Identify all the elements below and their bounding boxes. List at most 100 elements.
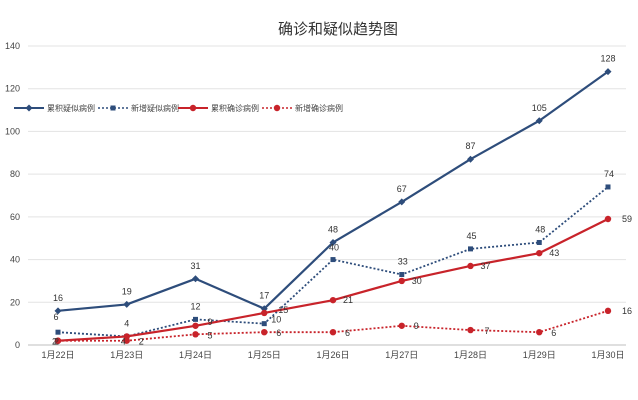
data-label: 6	[551, 328, 556, 338]
y-tick-label: 120	[5, 84, 20, 94]
data-point-marker	[55, 329, 61, 335]
series-2	[55, 184, 611, 339]
y-tick-label: 140	[5, 41, 20, 51]
data-label: 48	[535, 224, 545, 234]
data-label: 5	[208, 330, 213, 340]
data-point-marker	[329, 238, 337, 246]
data-label: 2	[52, 337, 57, 347]
data-label: 2	[139, 337, 144, 347]
data-point-marker	[192, 331, 199, 338]
data-point-marker	[536, 239, 542, 245]
data-point-marker	[192, 275, 199, 283]
data-label: 87	[465, 141, 475, 151]
x-tick-label: 1月25日	[248, 350, 281, 360]
y-tick-label: 80	[10, 169, 20, 179]
axes: 0 20 40 60 80 100 120 140 1月22日 1月23日 1月24日 1月25日 1月…	[5, 41, 625, 360]
legend-label: 新增疑似病例	[131, 103, 179, 113]
data-point-marker	[605, 184, 611, 190]
x-tick-label: 1月22日	[41, 350, 74, 360]
data-label: 9	[414, 321, 419, 331]
data-point-marker	[467, 262, 474, 270]
x-tick-label: 1月27日	[385, 350, 418, 360]
x-tick-label: 1月30日	[591, 350, 624, 360]
data-label: 15	[278, 305, 288, 315]
data-point-marker	[398, 322, 405, 329]
data-label: 37	[481, 261, 491, 271]
legend: 累积疑似病例 新增疑似病例 累积确诊病例 新增确诊病例	[14, 103, 343, 113]
series-1	[54, 68, 612, 315]
y-tick-label: 0	[15, 340, 20, 350]
data-point-marker	[25, 104, 33, 112]
data-point-marker	[193, 316, 198, 322]
data-label: 43	[549, 248, 559, 258]
data-point-marker	[399, 272, 405, 278]
legend-label: 累积确诊病例	[211, 103, 259, 113]
legend-item: 新增疑似病例	[98, 103, 179, 113]
data-label: 6	[53, 312, 58, 322]
data-label: 6	[276, 328, 281, 338]
series-layer	[54, 68, 612, 344]
y-tick-label: 100	[5, 126, 20, 136]
data-label: 33	[398, 257, 408, 267]
data-point-marker	[330, 257, 336, 263]
data-label: 21	[343, 295, 353, 305]
data-label: 6	[345, 328, 350, 338]
x-tick-label: 1月23日	[110, 350, 143, 360]
data-point-marker	[536, 249, 543, 257]
data-point-marker	[398, 198, 406, 206]
data-label: 67	[397, 184, 407, 194]
data-point-marker	[467, 155, 474, 163]
x-tick-label: 1月28日	[454, 350, 487, 360]
x-tick-label: 1月24日	[179, 350, 212, 360]
data-label: 74	[604, 169, 614, 179]
data-point-marker	[468, 246, 473, 252]
data-label: 31	[190, 261, 200, 271]
data-point-marker	[189, 104, 197, 112]
series-4	[54, 307, 612, 344]
x-tick-label: 1月29日	[523, 350, 556, 360]
data-label: 16	[622, 306, 632, 316]
data-label: 128	[600, 54, 615, 64]
data-label: 10	[271, 315, 281, 325]
data-label: 30	[412, 276, 422, 286]
legend-item: 累积疑似病例	[14, 103, 95, 113]
data-label: 4	[121, 336, 126, 346]
series-line	[57, 218, 609, 342]
data-label: 45	[466, 231, 476, 241]
data-point-marker	[192, 322, 199, 329]
data-label: 105	[532, 103, 547, 113]
y-tick-label: 40	[10, 255, 20, 265]
legend-item: 新增确诊病例	[262, 103, 343, 113]
data-point-marker	[261, 321, 267, 327]
data-point-marker	[536, 328, 543, 336]
data-point-marker	[604, 215, 612, 223]
data-point-marker	[123, 300, 131, 308]
data-label: 16	[53, 293, 63, 303]
legend-label: 新增确诊病例	[295, 103, 343, 113]
data-point-marker	[273, 104, 281, 112]
data-point-marker	[261, 328, 268, 336]
data-label: 40	[329, 243, 339, 253]
data-label: 7	[485, 326, 490, 336]
data-point-marker	[398, 277, 405, 285]
chart-title: 确诊和疑似趋势图	[278, 20, 398, 38]
legend-label: 累积疑似病例	[47, 103, 95, 113]
data-label: 17	[259, 291, 269, 301]
data-label: 4	[124, 318, 129, 328]
series-3	[54, 215, 612, 344]
data-label: 12	[190, 301, 200, 311]
data-point-marker	[110, 105, 116, 111]
data-point-marker	[535, 117, 543, 125]
data-point-marker	[329, 296, 337, 304]
y-tick-label: 60	[10, 212, 20, 222]
y-tick-label: 20	[10, 297, 20, 307]
data-point-marker	[123, 337, 130, 344]
data-label: 2	[54, 337, 59, 347]
data-label: 9	[208, 317, 213, 327]
x-tick-label: 1月26日	[316, 350, 349, 360]
series-line	[57, 186, 609, 338]
data-label: 19	[122, 286, 132, 296]
